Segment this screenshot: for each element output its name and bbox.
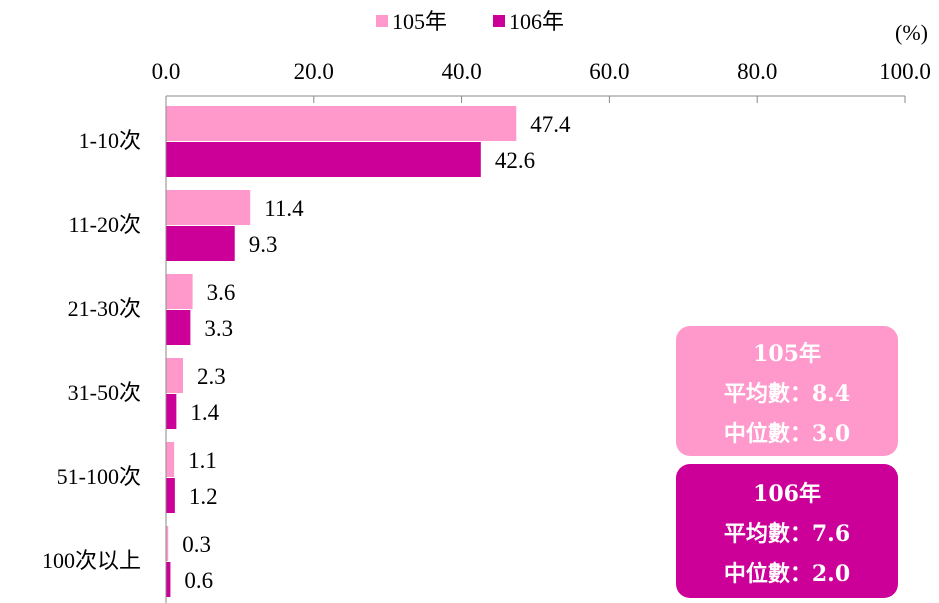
data-label: 3.3 (204, 316, 233, 341)
data-label: 42.6 (495, 148, 535, 173)
data-label: 0.6 (184, 568, 213, 593)
data-label: 1.4 (190, 400, 219, 425)
category-label: 11-20次 (68, 212, 141, 237)
category-label: 51-100次 (57, 464, 141, 489)
x-axis-ticks: 0.0 20.0 40.0 60.0 80.0 100.0 (152, 59, 931, 103)
bar-106年-1-10次 (166, 142, 481, 177)
data-label: 47.4 (530, 112, 571, 137)
category-label: 1-10次 (79, 128, 141, 153)
data-label: 2.3 (197, 364, 226, 389)
x-tick-label: 80.0 (737, 59, 777, 84)
x-tick-label: 0.0 (152, 59, 181, 84)
data-label: 0.3 (182, 532, 211, 557)
bar-105年-11-20次 (166, 190, 251, 225)
bar-106年-51-100次 (166, 478, 175, 513)
bar-105年-1-10次 (166, 106, 517, 141)
bar-105年-31-50次 (166, 358, 183, 393)
category-label: 31-50次 (68, 380, 141, 405)
stats-106-median: 中位數：2.0 (723, 561, 851, 587)
x-tick-label: 20.0 (294, 59, 334, 84)
category-label: 21-30次 (68, 296, 141, 321)
bar-106年-21-30次 (166, 310, 191, 345)
bar-106年-11-20次 (166, 226, 235, 261)
stats-105-year: 105年 (753, 341, 821, 367)
category-label: 100次以上 (42, 548, 141, 573)
category-labels: 1-10次 11-20次 21-30次 31-50次 51-100次 100次以上 (42, 128, 141, 573)
legend-swatch (376, 15, 388, 27)
legend: 105年 106年 (376, 9, 564, 34)
data-label: 1.1 (188, 448, 217, 473)
x-tick-label: 40.0 (441, 59, 481, 84)
stats-box-106: 106年 平均數：7.6 中位數：2.0 (676, 464, 898, 598)
stats-106-year: 106年 (753, 481, 821, 507)
x-tick-label: 60.0 (589, 59, 629, 84)
stats-105-mean: 平均數：8.4 (723, 381, 851, 407)
unit-label: (%) (895, 20, 928, 45)
x-tick-label: 100.0 (879, 59, 931, 84)
bars: 47.4 42.6 11.4 9.3 3.6 3.3 2.3 1.4 1.1 1.2 0.3 0.6 (166, 106, 571, 597)
legend-label: 105年 (392, 9, 447, 34)
legend-label: 106年 (509, 9, 564, 34)
bar-106年-100次以上 (166, 562, 171, 597)
stats-106-mean: 平均數：7.6 (723, 521, 851, 547)
bar-105年-51-100次 (166, 442, 175, 477)
data-label: 9.3 (249, 232, 278, 257)
data-label: 11.4 (264, 196, 304, 221)
bar-105年-21-30次 (166, 274, 193, 309)
legend-swatch (493, 15, 505, 27)
stats-box-105: 105年 平均數：8.4 中位數：3.0 (676, 326, 898, 456)
bar-106年-31-50次 (166, 394, 177, 429)
data-label: 3.6 (207, 280, 236, 305)
bar-105年-100次以上 (166, 526, 169, 561)
stats-105-median: 中位數：3.0 (723, 421, 851, 447)
data-label: 1.2 (189, 484, 218, 509)
